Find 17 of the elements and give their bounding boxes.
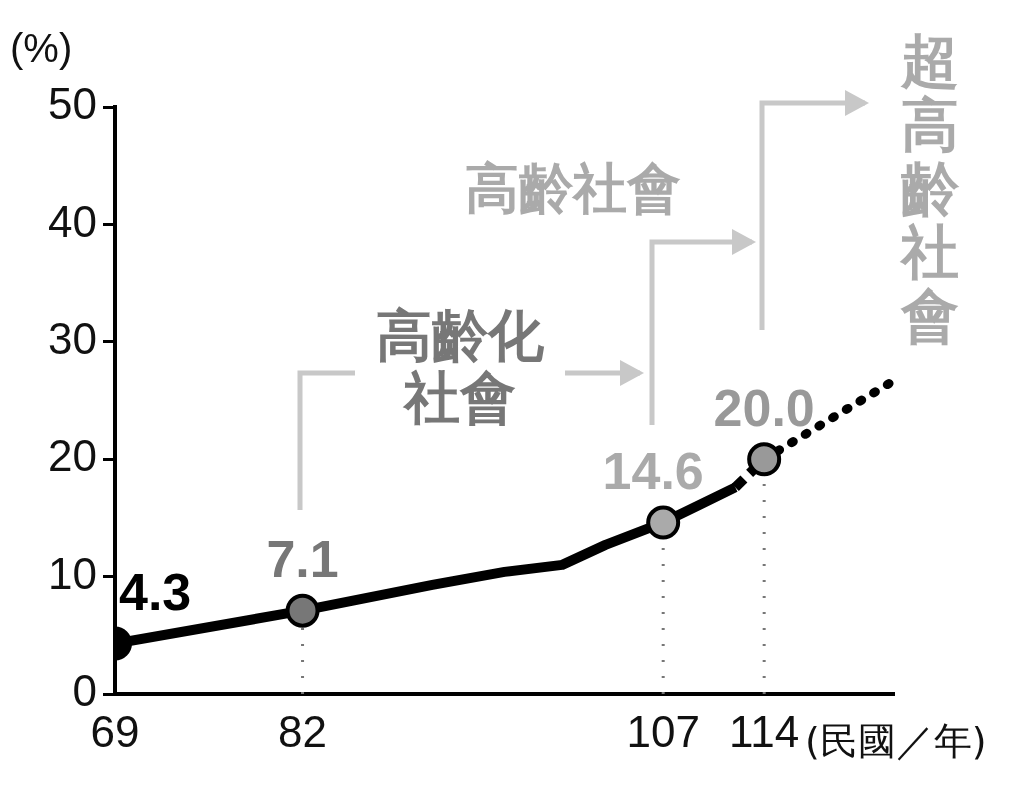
data-label: 4.3	[119, 562, 192, 621]
y-tick-label: 50	[48, 79, 97, 129]
annotation: 高齡化社會	[355, 303, 565, 430]
y-tick-label: 20	[48, 431, 97, 481]
data-label: 20.0	[713, 378, 815, 437]
y-tick-label: 40	[48, 196, 97, 246]
x-tick-label: 107	[626, 706, 700, 756]
x-axis-title: (民國／年)	[805, 719, 987, 763]
text: 超高齡社會	[900, 27, 960, 351]
data-label: 14.6	[602, 441, 704, 500]
annotation: 高齡社會	[465, 157, 681, 220]
data-label: 7.1	[266, 529, 339, 588]
x-tick-label: 114	[729, 706, 800, 756]
x-tick-label: 82	[278, 706, 328, 756]
y-tick-label: 30	[48, 313, 97, 363]
y-tick-label: 10	[48, 548, 97, 598]
y-axis-title: (%)	[10, 26, 73, 70]
